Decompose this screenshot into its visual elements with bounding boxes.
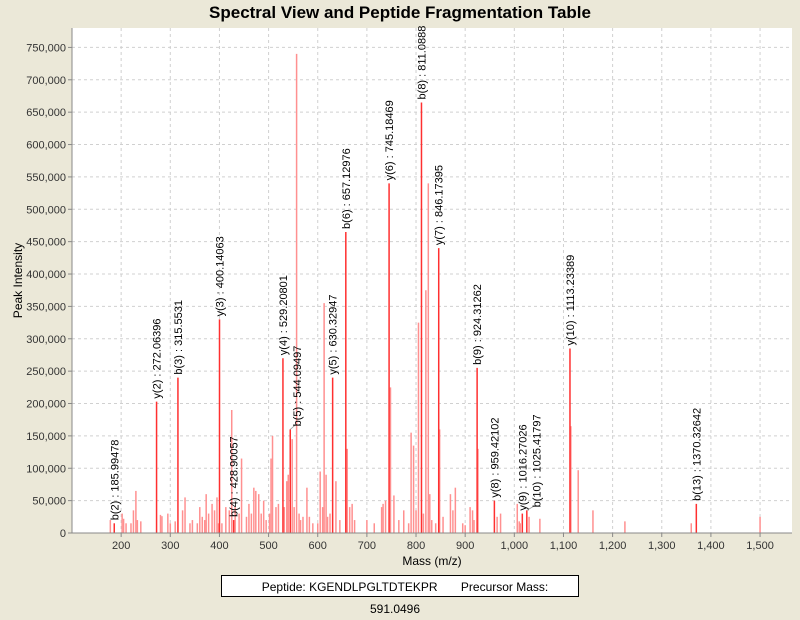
label-leader-line — [289, 424, 297, 430]
peptide-info-box: Peptide: KGENDLPGLTDTEKPR Precursor Mass… — [221, 575, 579, 616]
y-tick-label: 550,000 — [26, 172, 66, 184]
peak-label: y(9) : 1016.27026 — [517, 424, 529, 510]
y-axis-label: Peak Intensity — [11, 243, 25, 318]
spectrum-chart: 0 50,000 100,000 150,000 200,000 250,000 300,0… — [11, 26, 792, 568]
y-tick-label: 750,000 — [26, 42, 66, 54]
peak-label: b(10) : 1025.41797 — [531, 414, 543, 507]
y-tick-label: 250,000 — [26, 366, 66, 378]
y-tick-label: 300,000 — [26, 334, 66, 346]
y-tick-label: 400,000 — [26, 269, 66, 281]
peptide-sequence: Peptide: KGENDLPGLTDTEKPR — [261, 580, 438, 594]
y-tick-label: 650,000 — [26, 107, 66, 119]
peak-label: y(3) : 400.14063 — [215, 236, 227, 316]
x-tick-label: 1,500 — [746, 540, 774, 552]
peak-label: b(2) : 185.99478 — [109, 440, 121, 521]
peak-label: b(13) : 1370.32642 — [691, 408, 703, 501]
peak-label: y(10) : 1113.23389 — [565, 255, 577, 346]
peak-label: b(3) : 315.5531 — [173, 300, 185, 375]
peak-label: y(7) : 846.17395 — [434, 165, 446, 245]
peak-label: b(6) : 657.12976 — [341, 148, 353, 229]
peak-label: y(8) : 959.42102 — [489, 418, 501, 498]
y-tick-label: 150,000 — [26, 431, 66, 443]
x-tick-label: 1,000 — [501, 540, 529, 552]
x-tick-label: 700 — [358, 540, 376, 552]
x-axis-label: Mass (m/z) — [402, 554, 461, 568]
peak-label: b(4) : 428.90057 — [229, 436, 241, 517]
y-tick-label: 350,000 — [26, 301, 66, 313]
x-tick-label: 400 — [210, 540, 228, 552]
x-tick-label: 1,400 — [697, 540, 725, 552]
peak-label: y(4) : 529.20801 — [278, 275, 290, 355]
x-tick-label: 1,100 — [550, 540, 578, 552]
y-tick-label: 500,000 — [26, 204, 66, 216]
x-tick-label: 600 — [309, 540, 327, 552]
peak-label: y(6) : 745.18469 — [384, 100, 396, 180]
peak-label: y(5) : 630.32947 — [328, 294, 340, 374]
y-tick-label: 0 — [60, 528, 66, 540]
y-tick-label: 600,000 — [26, 140, 66, 152]
y-tick-label: 700,000 — [26, 75, 66, 87]
y-tick-label: 100,000 — [26, 463, 66, 475]
peak-label: b(8) : 811.0888 — [416, 26, 428, 100]
x-tick-label: 500 — [259, 540, 277, 552]
x-tick-label: 1,200 — [599, 540, 627, 552]
plot-area — [72, 28, 792, 533]
y-tick-label: 50,000 — [32, 496, 66, 508]
y-tick-label: 450,000 — [26, 237, 66, 249]
x-tick-label: 900 — [456, 540, 474, 552]
x-tick-label: 200 — [112, 540, 130, 552]
x-tick-label: 300 — [161, 540, 179, 552]
label-leader-line — [526, 504, 536, 511]
peak-label: b(5) : 544.09497 — [292, 346, 304, 427]
x-tick-label: 1,300 — [648, 540, 676, 552]
chart-title: Spectral View and Peptide Fragmentation … — [209, 3, 591, 22]
x-tick-label: 800 — [407, 540, 425, 552]
peak-label: b(9) : 924.31262 — [472, 284, 484, 365]
y-tick-label: 200,000 — [26, 399, 66, 411]
peak-label: y(2) : 272.06396 — [152, 318, 164, 398]
